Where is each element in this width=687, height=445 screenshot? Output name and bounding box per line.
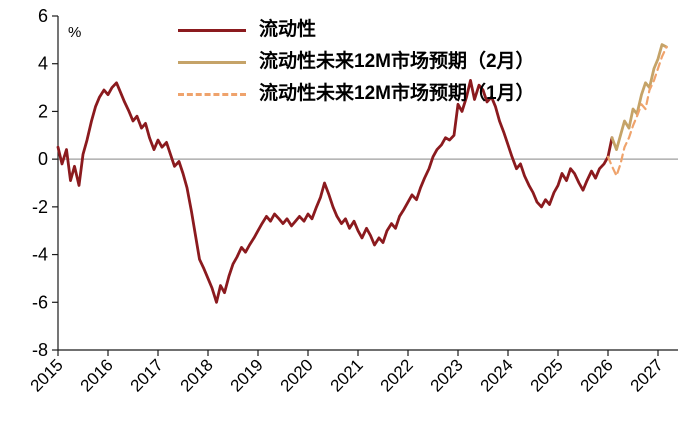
svg-text:2020: 2020 [277,355,317,395]
legend-line-swatch-forecast-feb [178,60,246,64]
y-axis-unit-label: % [68,24,82,41]
svg-text:2026: 2026 [577,355,617,395]
legend-line-swatch-forecast-jan [178,92,246,96]
svg-text:2023: 2023 [427,355,467,395]
svg-text:2019: 2019 [227,355,267,395]
svg-text:2025: 2025 [527,355,567,395]
svg-text:-6: -6 [32,292,48,312]
svg-text:6: 6 [38,6,48,26]
svg-text:2021: 2021 [327,355,367,395]
svg-text:2: 2 [38,101,48,121]
legend-label-liquidity: 流动性 [259,19,317,40]
legend-label-forecast-jan: 流动性未来12M市场预期（1月） [259,82,535,104]
svg-text:0: 0 [38,149,48,169]
svg-text:2022: 2022 [377,355,417,395]
svg-text:2016: 2016 [77,355,117,395]
svg-text:2027: 2027 [627,355,667,395]
svg-text:-4: -4 [32,245,48,265]
legend-label-forecast-feb: 流动性未来12M市场预期（2月） [259,50,535,72]
legend-line-swatch-liquidity [178,28,246,32]
chart-legend: 流动性 流动性未来12M市场预期（2月） 流动性未来12M市场预期（1月） [178,19,535,105]
legend-item-forecast-feb: 流动性未来12M市场预期（2月） [178,50,535,73]
legend-item-liquidity: 流动性 [178,19,535,41]
svg-text:2017: 2017 [127,355,167,395]
svg-text:2015: 2015 [27,355,67,395]
svg-text:-8: -8 [32,340,48,360]
legend-item-forecast-jan: 流动性未来12M市场预期（1月） [178,82,535,105]
svg-text:4: 4 [38,54,48,74]
svg-text:2024: 2024 [477,355,517,395]
svg-text:-2: -2 [32,197,48,217]
svg-text:2018: 2018 [177,355,217,395]
